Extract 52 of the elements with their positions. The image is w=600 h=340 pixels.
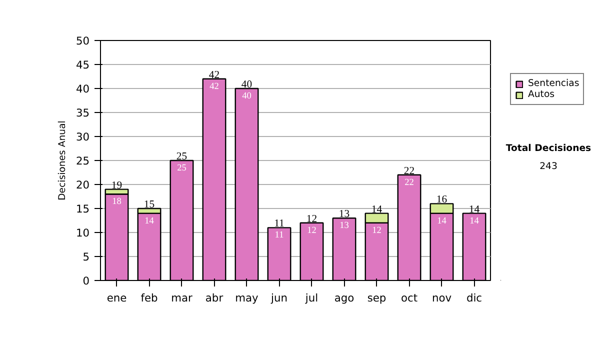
y-axis-title: Decisiones Anual: [56, 120, 68, 200]
total-label: 25: [176, 152, 188, 162]
x-tick-label: mar: [171, 292, 194, 304]
data-label: 12: [307, 226, 317, 236]
x-tick-label: dic: [466, 292, 482, 304]
data-label: 25: [177, 164, 187, 174]
total-label: 15: [144, 200, 155, 210]
data-label: 18: [112, 197, 122, 208]
data-label: 11: [274, 230, 284, 241]
x-tick-label: jul: [304, 292, 318, 304]
y-tick-label: 10: [76, 226, 90, 240]
x-tick-label: ene: [106, 292, 127, 304]
total-label: 22: [404, 166, 415, 177]
y-tick-label: 5: [82, 250, 90, 264]
total-label: 42: [208, 70, 220, 81]
total-label: 19: [111, 180, 122, 192]
x-tick-label: nov: [432, 292, 452, 304]
y-tick-label: 15: [76, 202, 90, 216]
y-tick-label: 0: [82, 274, 90, 288]
data-label: 12: [372, 226, 382, 236]
y-tick-label: 30: [76, 130, 90, 144]
total-label: 14: [468, 204, 480, 216]
legend-label: Sentencias: [528, 78, 580, 89]
text: 243: [540, 161, 558, 172]
data-label: 13: [340, 221, 350, 232]
x-tick-label: abr: [205, 292, 224, 304]
x-tick-label: feb: [140, 292, 158, 304]
total-label: 12: [306, 214, 318, 225]
y-tick-label: 25: [76, 154, 90, 168]
total-label: 16: [436, 194, 448, 206]
x-tick-label: sep: [367, 292, 386, 304]
data-label: 14: [144, 216, 154, 226]
data-label: 40: [242, 92, 252, 102]
y-tick-label: 20: [76, 178, 90, 192]
x-tick-label: jun: [270, 292, 288, 304]
x-tick-label: oct: [400, 292, 418, 304]
total-label: 40: [241, 80, 252, 90]
total-label: 13: [338, 209, 350, 220]
data-label: 22: [404, 178, 414, 188]
y-tick-label: 35: [76, 106, 90, 120]
data-label: 14: [470, 216, 480, 226]
text: Total Decisiones: [506, 143, 592, 154]
y-tick-label: 45: [76, 58, 90, 72]
x-tick-label: ago: [334, 292, 354, 304]
y-tick-label: 40: [76, 82, 90, 96]
total-label: 11: [274, 218, 284, 230]
y-tick-label: 50: [76, 34, 90, 48]
data-label: 42: [210, 82, 220, 92]
data-label: 14: [437, 216, 447, 226]
total-label: 14: [371, 204, 383, 216]
x-tick-label: may: [235, 292, 258, 304]
legend-label: Autos: [528, 89, 555, 100]
